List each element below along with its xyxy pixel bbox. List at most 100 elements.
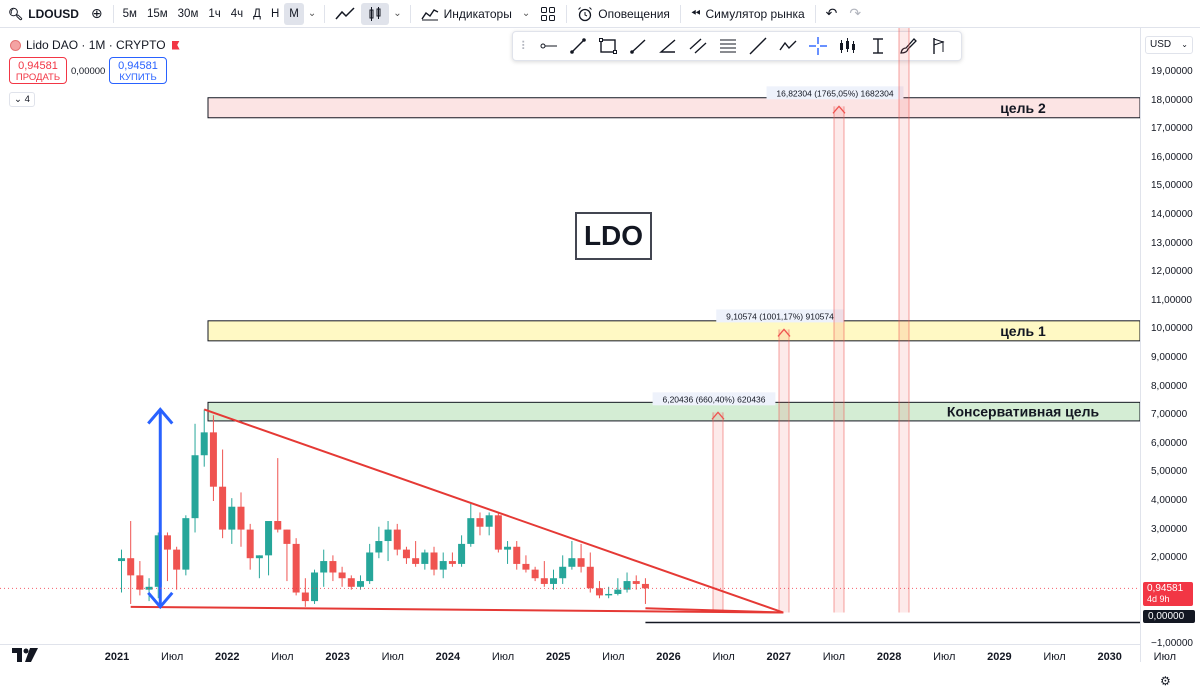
candle-body <box>605 593 613 596</box>
flag-tool[interactable] <box>923 33 953 59</box>
chevron-down-icon: ⌄ <box>1181 40 1188 49</box>
price-chart[interactable]: цель 2 цель 1 Консервативная цель 6,20436 … <box>0 28 1140 644</box>
bars-pattern-tool[interactable] <box>833 33 863 59</box>
measure-label-bg <box>652 392 776 406</box>
candle-body <box>504 546 512 550</box>
indicators-dropdown-button[interactable]: ⌄ <box>518 0 534 28</box>
target-zone-label: цель 2 <box>1000 100 1046 116</box>
candle-body <box>632 581 640 584</box>
alerts-button[interactable]: Оповещения <box>571 0 676 28</box>
indicators-button[interactable]: Индикаторы <box>415 0 518 28</box>
chart-style-candles-button[interactable] <box>361 2 390 25</box>
ray-tool[interactable] <box>623 33 653 59</box>
candle-body <box>559 566 567 579</box>
measure-arrowhead <box>711 411 725 420</box>
price-axis[interactable]: 19,00000 18,00000 17,00000 16,00000 15,00000… <box>1140 28 1200 662</box>
search-icon: 🔍︎ <box>8 6 24 21</box>
measure-arrows: 6,20436 (660,40%) 620436 9,10574 (1001,17… <box>652 28 910 613</box>
timeframe-button[interactable]: 15м <box>146 7 168 20</box>
plus-circle-icon: ⊕ <box>90 5 103 21</box>
line-chart-icon <box>335 6 355 19</box>
sell-label: ПРОДАТЬ <box>15 72 61 83</box>
candle-body <box>577 558 585 567</box>
candle-body <box>439 561 447 570</box>
timeframe-button[interactable]: М <box>284 2 304 25</box>
path-tool[interactable] <box>773 33 803 59</box>
chart-legend-title[interactable]: Lido DAO · 1M · CRYPTO <box>10 38 180 52</box>
candle-body <box>366 552 374 582</box>
gear-icon[interactable]: ⚙ <box>1160 674 1171 688</box>
long-line-tool[interactable] <box>743 33 773 59</box>
text-tool[interactable] <box>863 33 893 59</box>
crosshair-tool[interactable] <box>803 33 833 59</box>
templates-button[interactable] <box>534 0 562 28</box>
timeframe-button[interactable]: 1ч <box>208 7 221 20</box>
candle-body <box>209 432 217 487</box>
bars-pattern-icon <box>840 38 855 53</box>
time-axis[interactable]: 2021 Июл 2022 Июл 2023 Июл 2024 Июл 2025 Июл 2026 И… <box>0 644 1176 690</box>
candle-body <box>522 563 530 570</box>
time-tick-year: 2024 <box>435 651 461 663</box>
candle-body <box>118 558 125 562</box>
measure-label: 6,20436 (660,40%) 620436 <box>662 394 765 404</box>
timeframe-button[interactable]: 4ч <box>230 7 244 20</box>
chevron-down-icon: ⌄ <box>14 94 23 105</box>
redo-button[interactable]: ↷ <box>843 0 867 28</box>
buy-button[interactable]: 0,94581 КУПИТЬ <box>109 57 167 84</box>
timeframe-button[interactable]: Н <box>270 7 280 20</box>
candle-body <box>550 578 558 584</box>
candle-body <box>127 558 135 576</box>
candle-body <box>163 535 171 550</box>
time-tick-month: Июл <box>160 651 184 663</box>
drag-handle-icon[interactable]: ⠇ <box>520 39 530 53</box>
sell-button[interactable]: 0,94581 ПРОДАТЬ <box>9 57 67 84</box>
indicators-collapse-button[interactable]: ⌄ 4 <box>9 92 35 107</box>
timeframe-button[interactable]: 5м <box>122 7 137 20</box>
timeframe-button[interactable]: 30м <box>177 7 199 20</box>
rectangle-tool[interactable] <box>593 33 623 59</box>
compare-add-button[interactable]: ⊕ <box>85 0 109 28</box>
flag-icon <box>171 40 180 50</box>
bar-replay-button[interactable]: ⏪︎ Симулятор рынка <box>685 0 811 28</box>
trend-line-tool[interactable] <box>563 33 593 59</box>
horizontal-ray-tool[interactable] <box>533 33 563 59</box>
candle-body <box>173 549 181 570</box>
path-icon <box>779 40 797 51</box>
alerts-label: Оповещения <box>598 6 670 21</box>
candle-body <box>182 518 190 570</box>
undo-icon: ↶ <box>825 5 838 21</box>
angle-tool[interactable] <box>653 33 683 59</box>
timeframe-dropdown-button[interactable]: ⌄ <box>304 0 320 28</box>
price-tick-label: 16,00000 <box>1151 151 1193 163</box>
trendlines <box>130 408 1140 624</box>
chart-style-line-button[interactable] <box>329 0 361 28</box>
ticker-annotation[interactable]: LDO <box>575 212 652 260</box>
parallel-channel-tool[interactable] <box>683 33 713 59</box>
fib-retracement-tool[interactable] <box>713 33 743 59</box>
candle-body <box>329 561 337 573</box>
chevron-down-icon: ⌄ <box>393 8 402 19</box>
price-tick-label: 14,00000 <box>1151 209 1193 220</box>
crosshair-icon <box>809 37 827 55</box>
candle-body <box>448 561 456 564</box>
spread-value: 0,00000 <box>71 66 106 77</box>
candle-body <box>375 541 383 553</box>
price-tick-label: 4,00000 <box>1151 495 1188 506</box>
brush-icon <box>900 38 917 54</box>
brush-tool[interactable] <box>893 33 923 59</box>
timeframe-button[interactable]: Д <box>253 7 261 20</box>
price-tick-label: −1,00000 <box>1151 638 1193 649</box>
candle-body <box>393 529 401 550</box>
chart-style-dropdown-button[interactable]: ⌄ <box>389 0 405 28</box>
symbol-search-button[interactable]: 🔍︎ LDOUSD <box>0 0 85 28</box>
price-tick-label: 11,00000 <box>1151 294 1192 306</box>
currency-selector[interactable]: USD ⌄ <box>1145 36 1193 54</box>
undo-button[interactable]: ↶ <box>820 0 844 28</box>
bar-countdown: 4d 9h <box>1147 594 1170 604</box>
price-tick-label: 8,00000 <box>1151 380 1188 392</box>
toolbar-divider <box>324 4 326 23</box>
price-tick-label: 12,00000 <box>1151 266 1193 278</box>
timeframe-group: 5м 15м 30м 1ч 4ч Д Н М <box>118 0 304 28</box>
height-arrow-head-top <box>147 407 174 425</box>
text-cursor-icon <box>873 38 883 54</box>
